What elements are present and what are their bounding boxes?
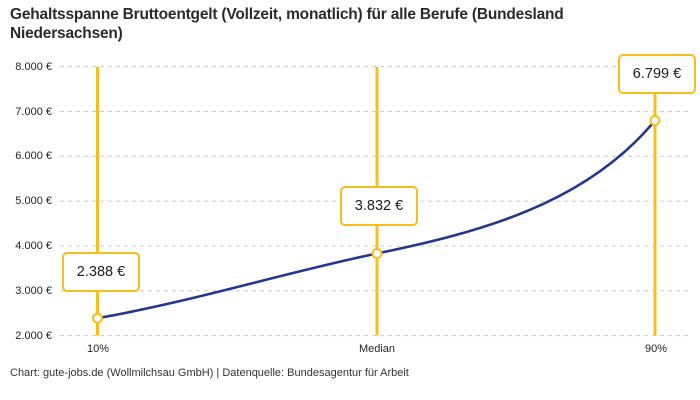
- x-axis-label-10pct: 10%: [86, 343, 110, 355]
- chart-title-line2: Niedersachsen): [10, 25, 123, 42]
- y-axis-label-6000: 6.000 €: [15, 150, 52, 163]
- y-axis-label-2000: 2.000 €: [15, 329, 52, 342]
- value-label-90pct: 6.799 €: [618, 54, 696, 94]
- x-axis-label-90pct: 90%: [644, 343, 668, 355]
- chart-title-line1: Gehaltsspanne Bruttoentgelt (Vollzeit, m…: [10, 6, 564, 23]
- y-axis-label-5000: 5.000 €: [15, 195, 52, 208]
- chart-source: Chart: gute-jobs.de (Wollmilchsau GmbH) …: [10, 367, 409, 379]
- y-axis-label-8000: 8.000 €: [15, 61, 52, 73]
- value-label-10pct: 2.388 €: [62, 252, 140, 292]
- x-axis-label-median: Median: [358, 343, 396, 355]
- value-label-median: 3.832 €: [340, 186, 418, 226]
- y-axis-label-4000: 4.000 €: [15, 240, 52, 252]
- chart-title: Gehaltsspanne Bruttoentgelt (Vollzeit, m…: [10, 5, 692, 43]
- y-axis-label-3000: 3.000 €: [15, 284, 52, 297]
- y-axis-label-7000: 7.000 €: [15, 105, 52, 118]
